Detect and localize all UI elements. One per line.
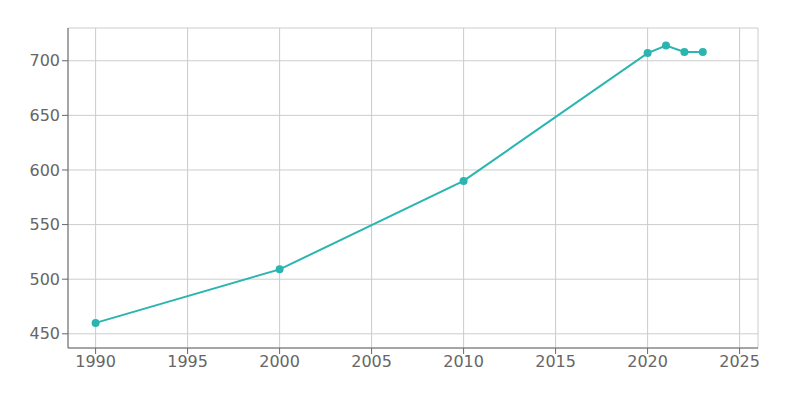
svg-text:2020: 2020 xyxy=(627,352,668,371)
svg-text:2000: 2000 xyxy=(259,352,300,371)
svg-text:650: 650 xyxy=(29,106,60,125)
svg-text:2015: 2015 xyxy=(535,352,576,371)
svg-text:2005: 2005 xyxy=(351,352,392,371)
svg-text:450: 450 xyxy=(29,324,60,343)
svg-text:1995: 1995 xyxy=(167,352,208,371)
svg-text:500: 500 xyxy=(29,270,60,289)
svg-text:600: 600 xyxy=(29,161,60,180)
svg-text:550: 550 xyxy=(29,215,60,234)
svg-text:2025: 2025 xyxy=(719,352,760,371)
svg-text:2010: 2010 xyxy=(443,352,484,371)
svg-text:700: 700 xyxy=(29,51,60,70)
svg-text:1990: 1990 xyxy=(75,352,116,371)
